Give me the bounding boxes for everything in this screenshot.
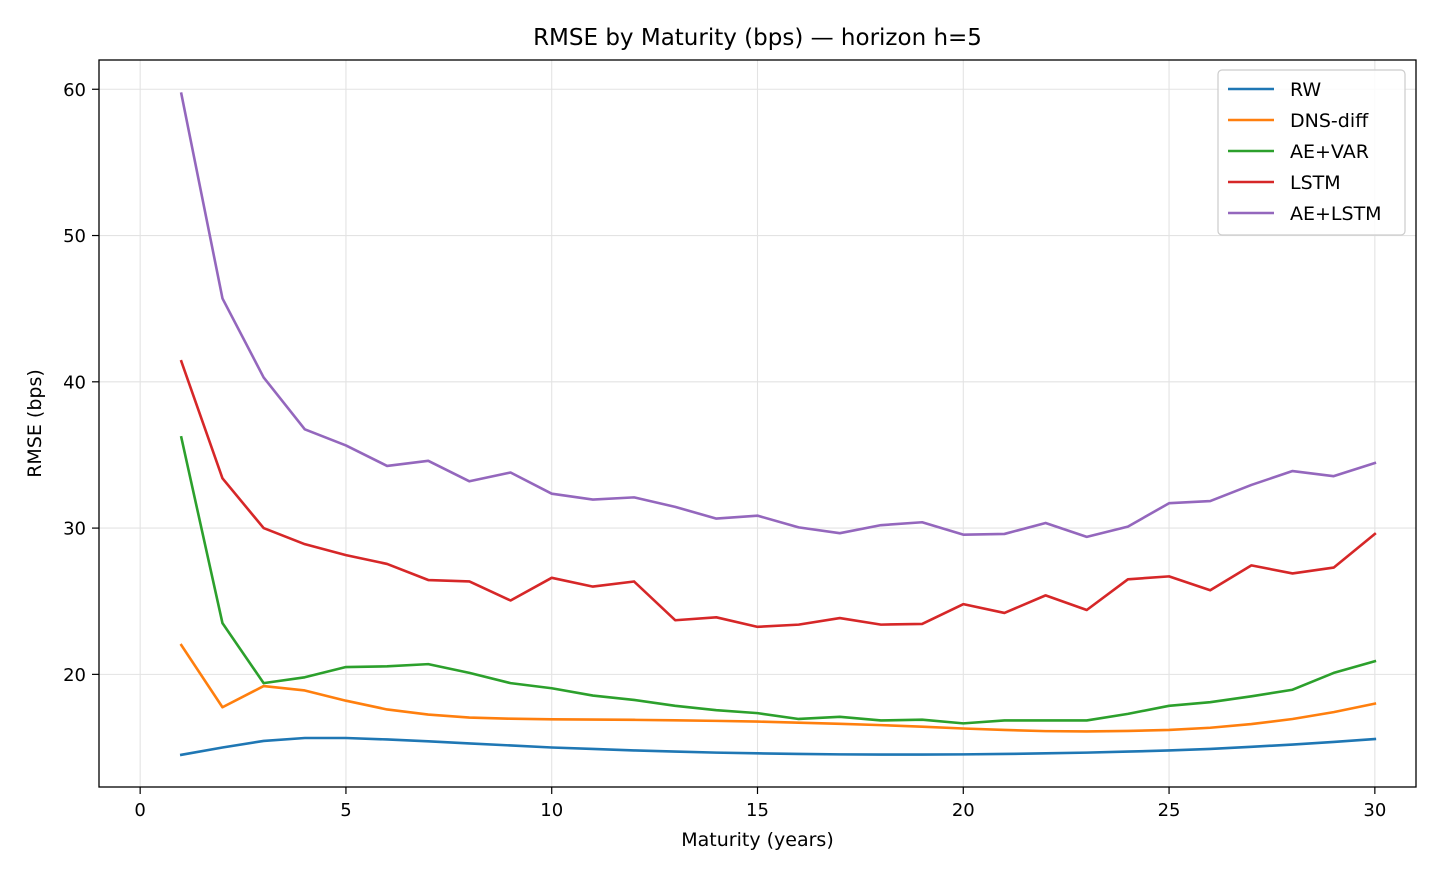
- y-tick-label: 20: [63, 665, 86, 686]
- x-tick-label: 5: [340, 800, 351, 821]
- x-axis-label: Maturity (years): [681, 829, 833, 851]
- series-line-ae-var: [179, 435, 1377, 725]
- y-tick-label: 60: [63, 80, 86, 101]
- legend: RW DNS-diff AE+VAR LSTM AE+LSTM: [1217, 69, 1406, 236]
- series-lines: [179, 92, 1377, 757]
- series-line-lstm: [179, 359, 1377, 629]
- series-line-dns-diff: [179, 643, 1377, 733]
- legend-label-lstm: LSTM: [1290, 172, 1341, 194]
- x-tick-label: 15: [746, 800, 769, 821]
- series-line-ae-lstm: [179, 92, 1377, 539]
- x-tick-label: 0: [134, 800, 145, 821]
- chart-title: RMSE by Maturity (bps) — horizon h=5: [533, 25, 982, 51]
- y-tick-label: 30: [63, 519, 86, 540]
- legend-label-rw: RW: [1290, 79, 1321, 101]
- y-tick-label: 50: [63, 226, 86, 247]
- legend-label-dns-diff: DNS-diff: [1290, 110, 1369, 132]
- y-tick-label: 40: [63, 372, 86, 393]
- x-tick-label: 20: [952, 800, 975, 821]
- series-line-rw: [179, 736, 1377, 757]
- legend-box: [1217, 69, 1406, 236]
- legend-label-ae-var: AE+VAR: [1290, 141, 1369, 163]
- x-tick-label: 25: [1158, 800, 1181, 821]
- x-tick-label: 30: [1363, 800, 1386, 821]
- legend-label-ae-lstm: AE+LSTM: [1290, 203, 1382, 225]
- y-axis-label: RMSE (bps): [24, 369, 46, 478]
- x-tick-label: 10: [540, 800, 563, 821]
- axis-ticks: 0 5 10 15 20 25 30 20 30 40 50 60: [63, 80, 1386, 821]
